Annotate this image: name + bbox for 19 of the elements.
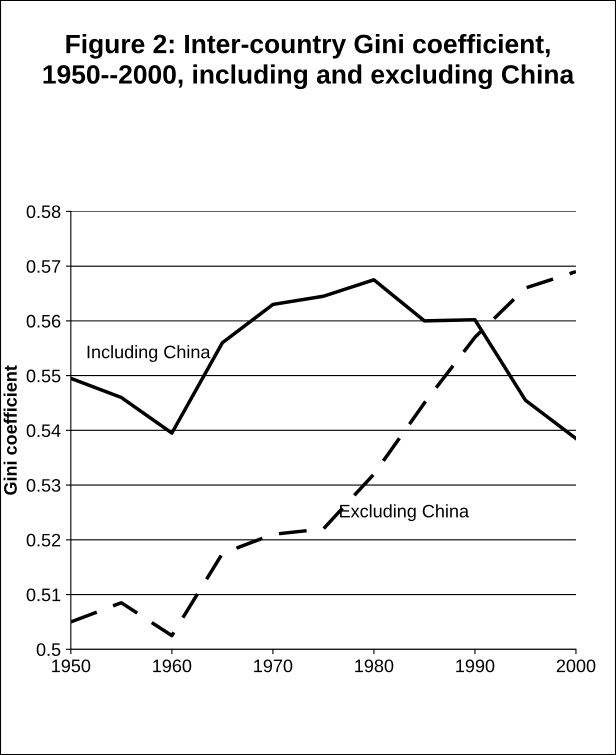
x-tick-label: 1990 [456,660,494,672]
y-tick-label: 0.5 [36,643,60,656]
x-tick-label: 1980 [355,660,394,672]
series-label: Excluding China [340,504,470,522]
x-tick-label: 2000 [556,660,596,672]
y-tick-label: 0.51 [26,588,60,602]
y-tick-label: 0.55 [26,370,60,382]
y-tick-label: 0.58 [26,205,60,218]
x-tick-label: 1970 [254,660,292,672]
y-tick-label: 0.54 [26,424,61,438]
y-tick-label: 0.52 [26,534,60,547]
y-tick-label: 0.53 [26,479,60,492]
y-tick-label: 0.57 [26,260,60,273]
chart-title: Figure 2: Inter-country Gini coefficient, 1950--2000, including and excluding China [44,34,574,90]
series-label: Including China [88,345,210,362]
y-tick-label: 0.56 [26,314,60,328]
x-tick-label: 1960 [153,660,192,672]
x-tick-label: 1950 [52,660,90,672]
y-axis-title: Gini coefficient [4,365,17,495]
